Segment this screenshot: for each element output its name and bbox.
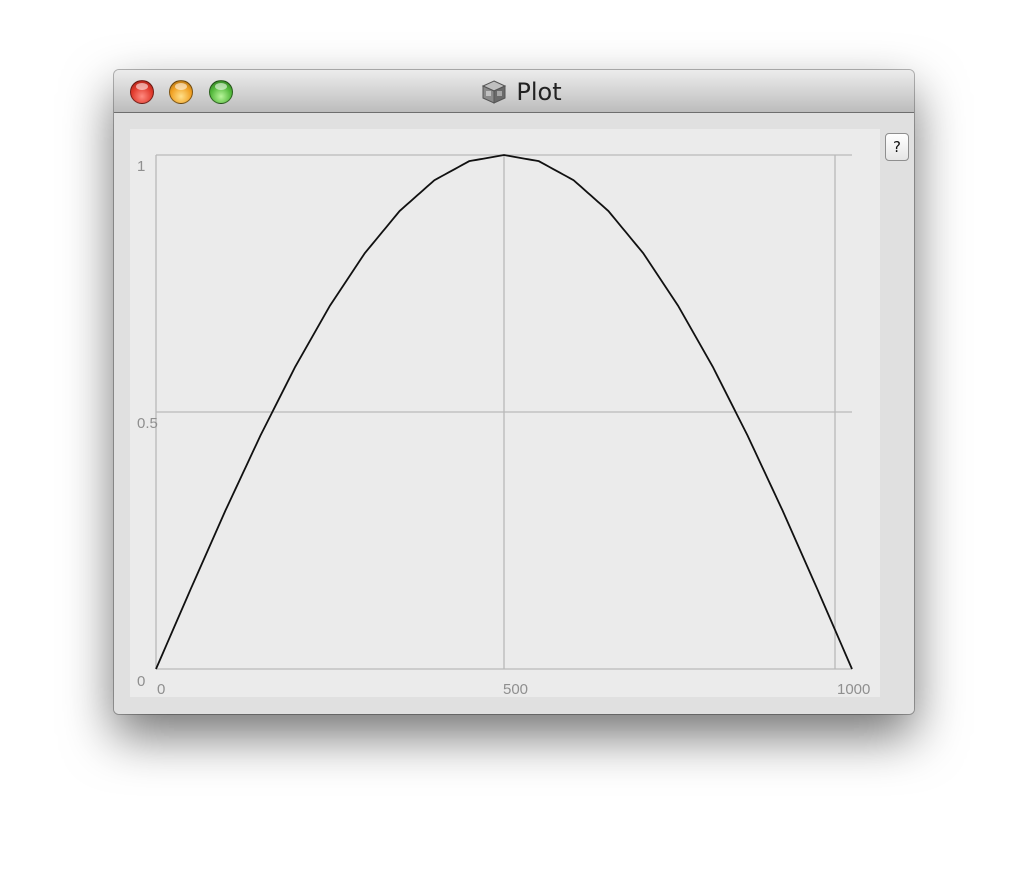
plot-area: 0 500 1000 0 0.5 1 <box>130 129 880 698</box>
plot-window: Plot 0 500 1000 0 0.5 1 ? <box>114 70 914 714</box>
cube-icon <box>482 79 507 104</box>
line-chart: 0 500 1000 0 0.5 1 <box>137 154 870 698</box>
close-button[interactable] <box>130 80 154 104</box>
window-title-group: Plot <box>114 70 914 113</box>
minimize-button[interactable] <box>169 80 193 104</box>
x-tick-label: 500 <box>503 681 528 697</box>
x-tick-label: 0 <box>157 681 165 697</box>
series-lines <box>155 154 853 670</box>
y-tick-label: 1 <box>137 158 145 175</box>
grid-lines <box>155 154 852 670</box>
y-tick-label: 0 <box>137 673 145 690</box>
x-tick-label: 1000 <box>837 681 870 697</box>
zoom-button[interactable] <box>209 80 233 104</box>
tick-labels: 0 500 1000 0 0.5 1 <box>137 158 870 698</box>
window-title: Plot <box>516 77 562 106</box>
title-bar[interactable]: Plot <box>114 70 914 113</box>
window-content: 0 500 1000 0 0.5 1 ? <box>114 113 914 714</box>
help-button[interactable]: ? <box>885 133 909 161</box>
y-tick-label: 0.5 <box>137 415 158 432</box>
